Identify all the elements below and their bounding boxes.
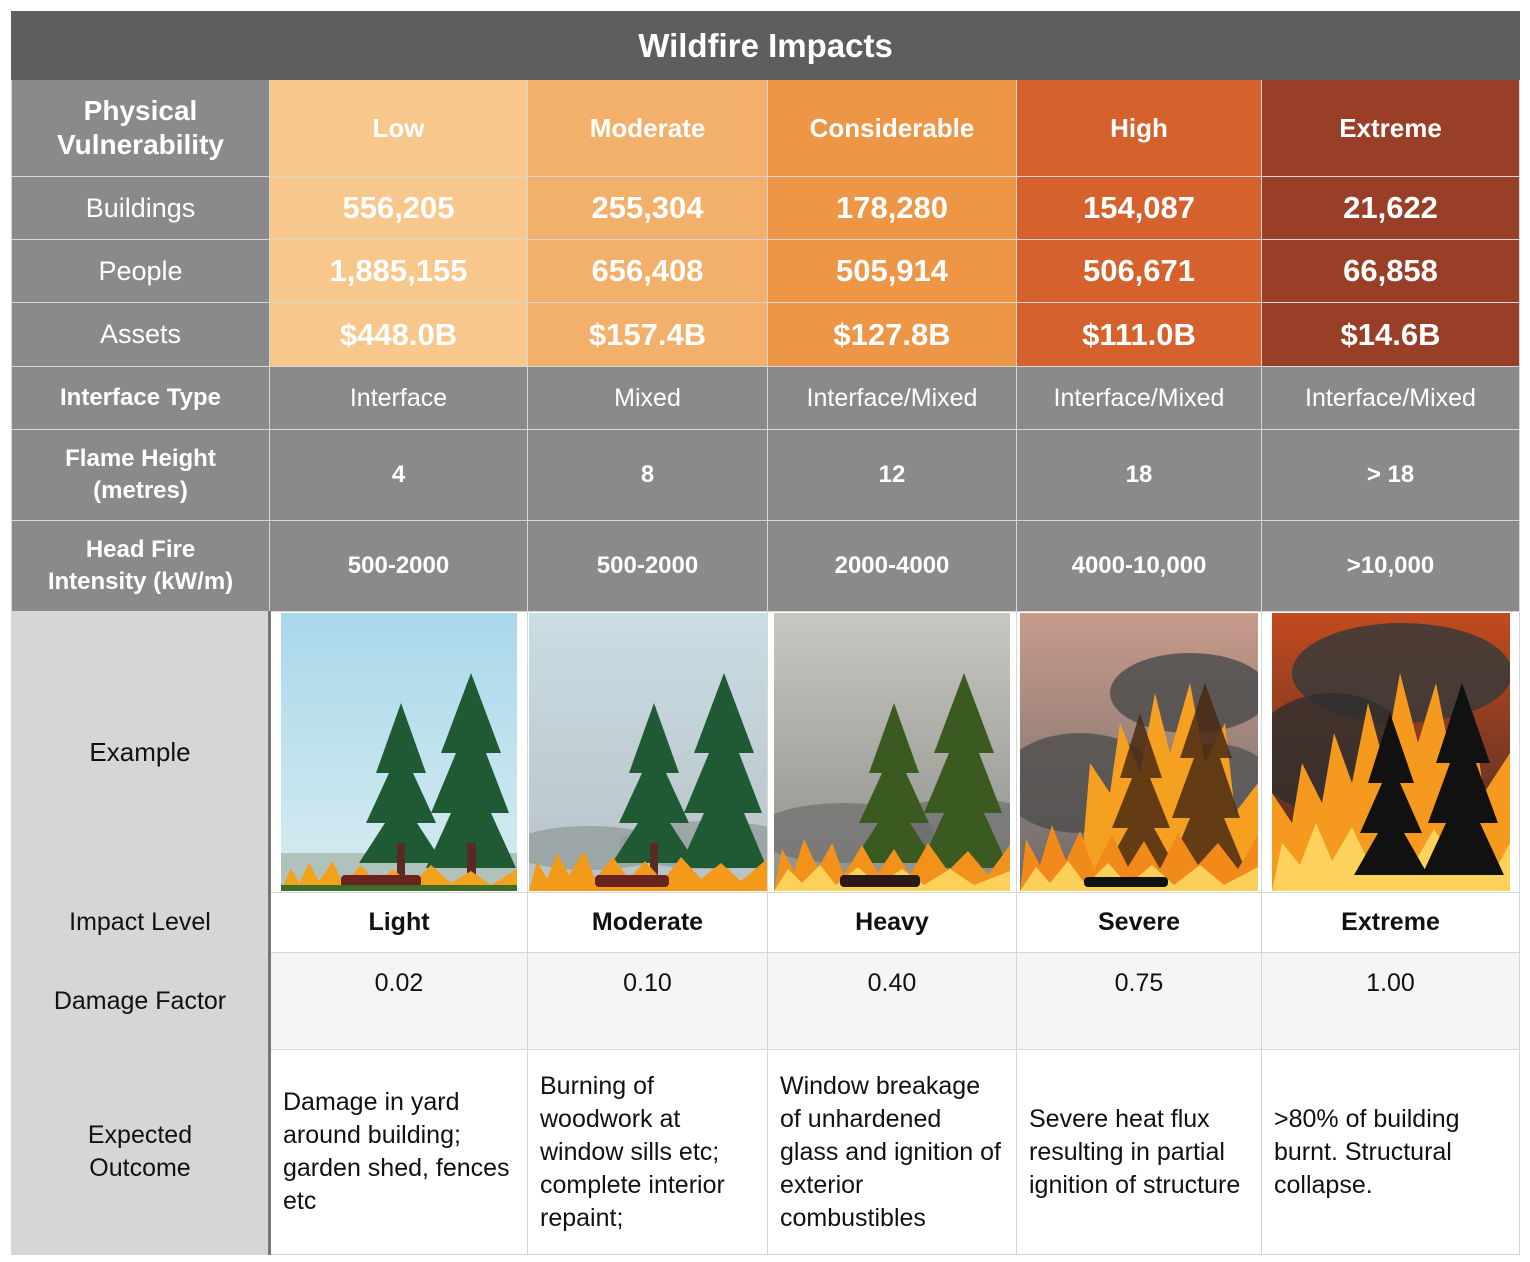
interface-type-moderate: Mixed [527, 366, 768, 430]
damage-factor-label: Damage Factor [11, 952, 270, 1050]
assets-high: $111.0B [1016, 302, 1262, 367]
example-image-high [1016, 611, 1262, 893]
assets-extreme: $14.6B [1260, 302, 1521, 367]
interface-type-high: Interface/Mixed [1016, 366, 1262, 430]
head-fire-intensity-label: Head Fire Intensity (kW/m) [11, 520, 270, 612]
damage-factor-low: 0.02 [268, 952, 528, 1050]
impact-level-low: Light [268, 892, 528, 953]
head-fire-high: 4000-10,000 [1016, 520, 1262, 612]
physical-vulnerability-label: Physical Vulnerability [11, 79, 270, 177]
low-fire-illustration [281, 613, 517, 891]
wildfire-impacts-table: Wildfire Impacts Physical Vulnerability … [10, 11, 1521, 1255]
wildfire-impacts-table-container: Wildfire Impacts Physical Vulnerability … [10, 11, 1521, 1255]
impact-level-high: Severe [1016, 892, 1262, 953]
people-low: 1,885,155 [269, 239, 528, 303]
impact-level-row: Impact Level Light Moderate Heavy Severe… [11, 892, 1521, 953]
high-fire-illustration [1020, 613, 1258, 891]
example-row: Example [11, 611, 1521, 893]
expected-outcome-label: Expected Outcome [11, 1049, 270, 1255]
people-high: 506,671 [1016, 239, 1262, 303]
interface-type-low: Interface [269, 366, 528, 430]
flame-height-label: Flame Height (metres) [11, 429, 270, 521]
impact-level-label: Impact Level [11, 892, 270, 953]
expected-outcome-high: Severe heat flux resulting in partial ig… [1016, 1049, 1262, 1255]
buildings-label: Buildings [11, 176, 270, 240]
expected-outcome-low: Damage in yard around building; garden s… [268, 1049, 528, 1255]
flame-height-considerable: 12 [767, 429, 1017, 521]
flame-height-row: Flame Height (metres) 4 8 12 18 > 18 [11, 429, 1521, 521]
extreme-fire-illustration [1271, 613, 1510, 891]
assets-label: Assets [11, 302, 270, 367]
example-image-extreme [1260, 611, 1521, 893]
people-moderate: 656,408 [527, 239, 768, 303]
example-image-low [268, 611, 528, 893]
assets-low: $448.0B [269, 302, 528, 367]
flame-height-extreme: > 18 [1260, 429, 1521, 521]
head-fire-moderate: 500-2000 [527, 520, 768, 612]
table-title: Wildfire Impacts [10, 11, 1521, 80]
people-extreme: 66,858 [1260, 239, 1521, 303]
example-image-moderate [527, 611, 768, 893]
people-label: People [11, 239, 270, 303]
head-fire-considerable: 2000-4000 [767, 520, 1017, 612]
header-row: Physical Vulnerability Low Moderate Cons… [11, 79, 1521, 177]
head-fire-extreme: >10,000 [1260, 520, 1521, 612]
damage-factor-extreme: 1.00 [1260, 952, 1521, 1050]
buildings-considerable: 178,280 [767, 176, 1017, 240]
buildings-row: Buildings 556,205 255,304 178,280 154,08… [11, 176, 1521, 240]
level-low-header: Low [269, 79, 528, 177]
interface-type-considerable: Interface/Mixed [767, 366, 1017, 430]
moderate-fire-illustration [528, 613, 767, 891]
people-row: People 1,885,155 656,408 505,914 506,671… [11, 239, 1521, 303]
level-high-header: High [1016, 79, 1262, 177]
damage-factor-row: Damage Factor 0.02 0.10 0.40 0.75 1.00 [11, 952, 1521, 1050]
damage-factor-considerable: 0.40 [767, 952, 1017, 1050]
flame-height-moderate: 8 [527, 429, 768, 521]
buildings-low: 556,205 [269, 176, 528, 240]
flame-height-low: 4 [269, 429, 528, 521]
damage-factor-high: 0.75 [1016, 952, 1262, 1050]
interface-type-row: Interface Type Interface Mixed Interface… [11, 366, 1521, 430]
expected-outcome-considerable: Window breakage of unhardened glass and … [767, 1049, 1017, 1255]
assets-considerable: $127.8B [767, 302, 1017, 367]
title-row: Wildfire Impacts [10, 11, 1521, 80]
example-image-considerable [767, 611, 1017, 893]
expected-outcome-row: Expected Outcome Damage in yard around b… [11, 1049, 1521, 1255]
head-fire-intensity-row: Head Fire Intensity (kW/m) 500-2000 500-… [11, 520, 1521, 612]
example-label: Example [11, 611, 270, 893]
buildings-extreme: 21,622 [1260, 176, 1521, 240]
head-fire-low: 500-2000 [269, 520, 528, 612]
assets-row: Assets $448.0B $157.4B $127.8B $111.0B $… [11, 302, 1521, 367]
damage-factor-moderate: 0.10 [527, 952, 768, 1050]
buildings-high: 154,087 [1016, 176, 1262, 240]
impact-level-extreme: Extreme [1260, 892, 1521, 953]
considerable-fire-illustration [774, 613, 1010, 891]
level-extreme-header: Extreme [1260, 79, 1521, 177]
level-considerable-header: Considerable [767, 79, 1017, 177]
buildings-moderate: 255,304 [527, 176, 768, 240]
impact-level-considerable: Heavy [767, 892, 1017, 953]
expected-outcome-extreme: >80% of building burnt. Structural colla… [1260, 1049, 1521, 1255]
level-moderate-header: Moderate [527, 79, 768, 177]
assets-moderate: $157.4B [527, 302, 768, 367]
interface-type-extreme: Interface/Mixed [1260, 366, 1521, 430]
interface-type-label: Interface Type [11, 366, 270, 430]
impact-level-moderate: Moderate [527, 892, 768, 953]
expected-outcome-moderate: Burning of woodwork at window sills etc;… [527, 1049, 768, 1255]
flame-height-high: 18 [1016, 429, 1262, 521]
people-considerable: 505,914 [767, 239, 1017, 303]
